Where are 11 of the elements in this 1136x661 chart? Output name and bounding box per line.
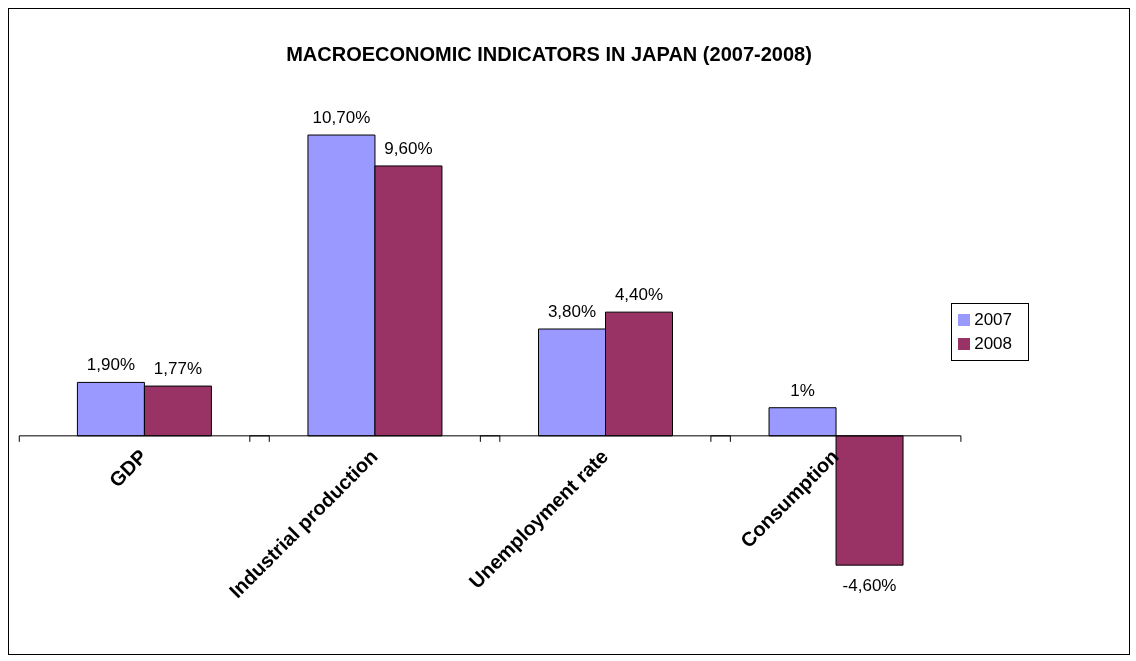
data-label: 1,77% [153,359,203,379]
data-label: 10,70% [312,108,371,128]
data-label: 9,60% [384,138,433,158]
data-label: 1,90% [86,355,136,375]
data-label: 1% [790,380,815,400]
legend-label: 2008 [974,333,1012,353]
data-label: 4,40% [614,285,664,305]
chart-title: MACROECONOMIC INDICATORS IN JAPAN (2007-2008) [285,43,813,66]
legend-label: 2007 [974,309,1012,329]
data-label: 3,80% [547,302,597,321]
data-label: -4,60% [842,576,897,596]
